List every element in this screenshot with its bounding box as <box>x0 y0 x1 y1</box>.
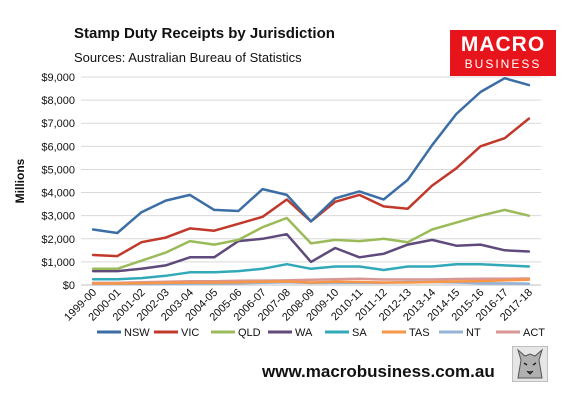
legend-label: NT <box>466 327 481 339</box>
chart-legend: NSW VIC QLD WA SA TAS NT ACT <box>97 327 545 339</box>
chart-subtitle: Sources: Australian Bureau of Statistics <box>74 50 302 65</box>
y-tick-label: $2,000 <box>41 234 75 246</box>
y-tick-label: $1,000 <box>41 257 75 269</box>
y-tick-label: $9,000 <box>41 72 75 84</box>
y-tick-label: $6,000 <box>41 141 75 153</box>
logo-line-1: MACRO <box>460 33 546 56</box>
chart-title: Stamp Duty Receipts by Jurisdiction <box>74 25 335 42</box>
wolf-logo-icon <box>512 346 548 382</box>
legend-label: WA <box>295 327 313 339</box>
legend-label: VIC <box>181 327 199 339</box>
legend-item-sa: SA <box>325 327 367 339</box>
footer-url: www.macrobusiness.com.au <box>262 362 495 381</box>
legend-label: ACT <box>523 327 545 339</box>
legend-item-qld: QLD <box>211 327 261 339</box>
series-line-nsw <box>91 76 531 235</box>
line-chart: $0 $1,000 $2,000 $3,000 $4,000 $5,000 $6,000 $7… <box>13 72 545 339</box>
y-tick-label: $0 <box>63 280 75 292</box>
macrobusiness-logo: MACRO BUSINESS <box>450 30 556 76</box>
y-axis-label: Millions <box>13 158 27 203</box>
legend-item-vic: VIC <box>154 327 199 339</box>
y-tick-label: $5,000 <box>41 164 75 176</box>
series-line-tas <box>91 278 531 285</box>
legend-item-act: ACT <box>496 327 545 339</box>
legend-label: NSW <box>124 327 150 339</box>
logo-line-2: BUSINESS <box>464 57 542 71</box>
y-tick-label: $7,000 <box>41 118 75 130</box>
y-tick-label: $3,000 <box>41 211 75 223</box>
legend-item-nsw: NSW <box>97 327 150 339</box>
chart-gridlines <box>81 76 541 286</box>
y-axis-ticks: $0 $1,000 $2,000 $3,000 $4,000 $5,000 $6,000 $7… <box>41 72 75 292</box>
legend-label: TAS <box>409 327 430 339</box>
series-line-qld <box>91 208 531 271</box>
chart-series <box>91 76 531 286</box>
legend-item-wa: WA <box>268 327 313 339</box>
y-tick-label: $8,000 <box>41 95 75 107</box>
legend-label: QLD <box>238 327 261 339</box>
series-line-wa <box>91 232 531 273</box>
x-axis-ticks: 1999-002000-012001-022002-032003-042004-… <box>62 287 535 324</box>
series-line-sa <box>91 262 531 281</box>
legend-item-tas: TAS <box>382 327 430 339</box>
series-line-vic <box>91 117 531 258</box>
legend-item-nt: NT <box>439 327 481 339</box>
y-tick-label: $4,000 <box>41 188 75 200</box>
legend-label: SA <box>352 327 367 339</box>
